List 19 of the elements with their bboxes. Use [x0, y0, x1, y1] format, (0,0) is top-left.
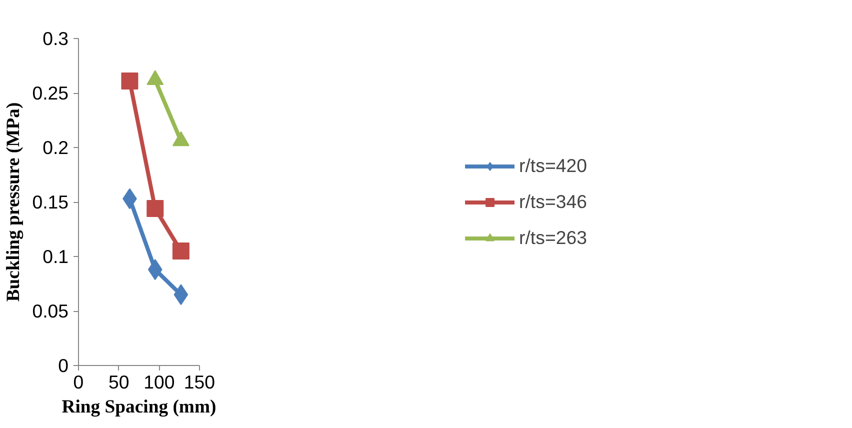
x-axis-title: Ring Spacing (mm) [62, 396, 216, 418]
y-tick-label: 0.05 [32, 300, 68, 322]
legend-label: r/ts=263 [519, 226, 587, 248]
y-tick-label: 0.15 [32, 192, 68, 212]
y-tick-label: 0.3 [42, 28, 69, 49]
x-tick-label: 150 [184, 372, 216, 392]
point [172, 242, 190, 260]
x-tick-label: 100 [144, 372, 175, 392]
y-tick-label: 0 [58, 355, 69, 376]
y-tick-label: 0.1 [42, 246, 69, 267]
legend-label: r/ts=346 [519, 190, 587, 212]
y-tick-label: 0.25 [32, 82, 68, 104]
legend-label: r/ts=420 [519, 154, 587, 176]
y-tick-label: 0.2 [42, 137, 69, 158]
y-axis-title: Buckling pressure (MPa) [3, 102, 24, 302]
x-tick-label: 0 [73, 372, 84, 392]
point [121, 72, 138, 90]
x-tick-label: 50 [108, 372, 130, 392]
point [146, 200, 164, 218]
